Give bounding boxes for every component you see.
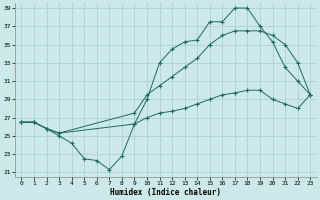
- X-axis label: Humidex (Indice chaleur): Humidex (Indice chaleur): [110, 188, 221, 197]
